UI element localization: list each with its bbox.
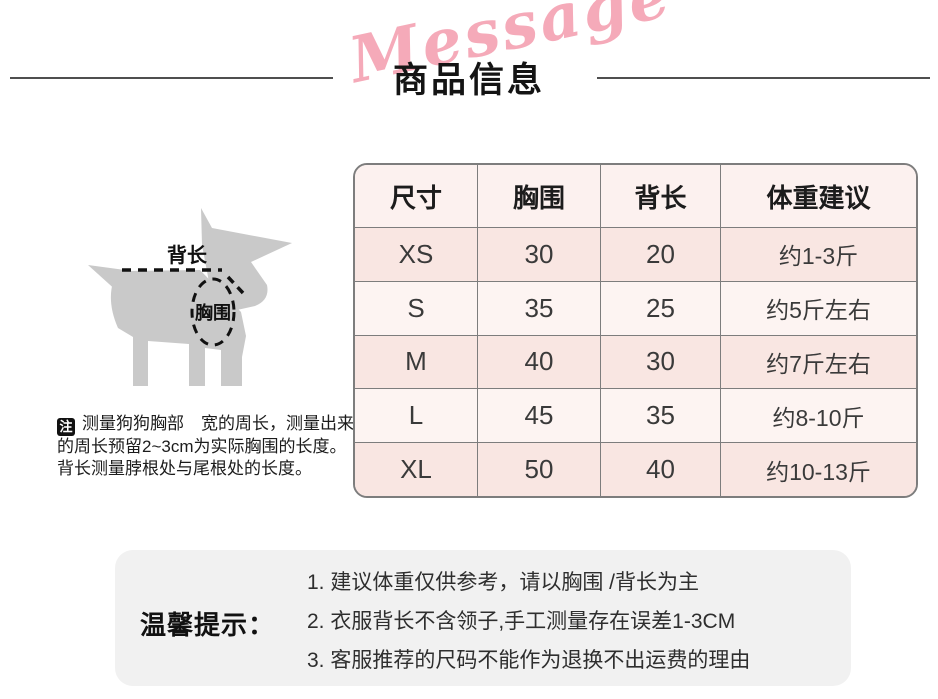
cell-xs-chest: 30 — [477, 227, 600, 281]
col-header-size: 尺寸 — [355, 165, 477, 227]
note-badge: 注 — [57, 418, 75, 436]
col-header-weight: 体重建议 — [720, 165, 916, 227]
cell-xl-weight: 约10-13斤 — [720, 442, 916, 496]
cell-m-weight: 约7斤左右 — [720, 334, 916, 389]
note-text: 测量狗狗胸部 宽的周长，测量出来的周长预留2~3cm为实际胸围的长度。背长测量脖… — [57, 414, 354, 478]
cell-m-size: M — [355, 334, 477, 389]
size-chart-table: 尺寸 胸围 背长 体重建议 XS 30 20 约1-3斤 S 35 25 约5斤… — [353, 163, 918, 498]
chest-dashed-ellipse — [190, 277, 236, 347]
col-header-back: 背长 — [600, 165, 720, 227]
cell-l-weight: 约8-10斤 — [720, 388, 916, 443]
warm-tips-box: 温馨提示： 1. 建议体重仅供参考，请以胸围 /背长为主 2. 衣服背长不含领子… — [115, 550, 851, 686]
cell-xl-chest: 50 — [477, 442, 600, 496]
chest-label: 胸围 — [195, 302, 231, 323]
title-rule-left — [10, 77, 333, 79]
cell-m-chest: 40 — [477, 334, 600, 389]
cell-m-back: 30 — [600, 334, 720, 389]
cell-l-chest: 45 — [477, 388, 600, 443]
dog-head — [201, 208, 292, 312]
cell-xs-size: XS — [355, 227, 477, 281]
cell-s-size: S — [355, 280, 477, 335]
cell-s-chest: 35 — [477, 280, 600, 335]
tip-item-2: 2. 衣服背长不含领子,手工测量存在误差1-3CM — [307, 610, 736, 633]
cell-xs-weight: 约1-3斤 — [720, 227, 916, 281]
warm-tips-list: 1. 建议体重仅供参考，请以胸围 /背长为主 2. 衣服背长不含领子,手工测量存… — [307, 563, 750, 680]
measurement-note: 注测量狗狗胸部 宽的周长，测量出来的周长预留2~3cm为实际胸围的长度。背长测量… — [57, 413, 357, 480]
cell-xl-back: 40 — [600, 442, 720, 496]
title-rule-right — [597, 77, 930, 79]
back-length-label: 背长 — [167, 243, 208, 267]
cell-l-back: 35 — [600, 388, 720, 443]
cell-s-back: 25 — [600, 280, 720, 335]
page-title: 商品信息 — [392, 61, 545, 100]
neck-dashed-line — [226, 275, 245, 295]
warm-tips-label: 温馨提示： — [140, 610, 276, 640]
tip-item-3: 3. 客服推荐的尺码不能作为退换不出运费的理由 — [307, 649, 751, 672]
cell-xs-back: 20 — [600, 227, 720, 281]
col-header-chest: 胸围 — [477, 165, 600, 227]
dog-measurement-diagram: 背长 胸围 — [88, 208, 292, 386]
cell-s-weight: 约5斤左右 — [720, 280, 916, 335]
tip-item-1: 1. 建议体重仅供参考，请以胸围 /背长为主 — [307, 571, 700, 594]
dog-body — [110, 270, 246, 386]
cell-l-size: L — [355, 388, 477, 443]
cell-xl-size: XL — [355, 442, 477, 496]
